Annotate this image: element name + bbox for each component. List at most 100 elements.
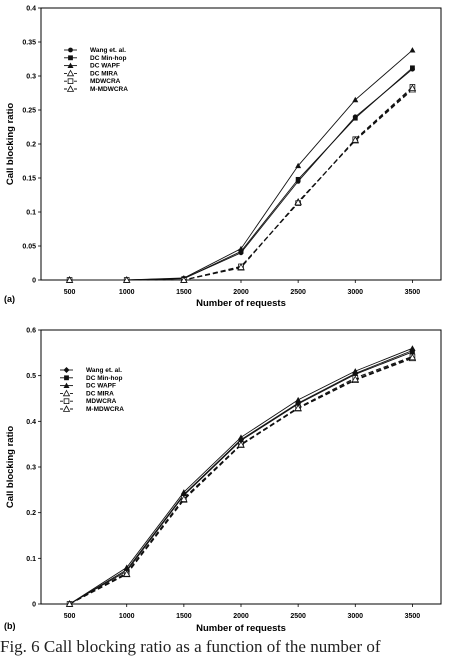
x-tick-label: 500 — [64, 613, 76, 620]
data-point — [295, 401, 301, 407]
y-axis-label: Call blocking ratio — [5, 103, 16, 186]
legend-label: DC WAPF — [86, 383, 116, 390]
y-tick-label: 0.3 — [26, 465, 36, 472]
y-tick-label: 0.15 — [22, 176, 36, 183]
panel-label: (a) — [4, 294, 15, 304]
y-axis-label: Call blocking ratio — [5, 426, 16, 509]
panel-label: (b) — [4, 621, 16, 631]
data-point — [409, 345, 416, 351]
data-point — [123, 570, 131, 577]
data-point — [238, 245, 244, 252]
data-point — [294, 198, 302, 206]
data-point — [408, 353, 417, 361]
x-tick-label: 3500 — [405, 289, 421, 296]
y-tick-label: 0.4 — [26, 6, 36, 13]
legend-marker — [67, 62, 74, 68]
x-tick-label: 500 — [64, 289, 76, 296]
data-point — [180, 276, 188, 283]
data-point — [294, 404, 302, 411]
data-point — [237, 440, 245, 448]
series-line — [69, 351, 413, 605]
legend-label: DC Min-hop — [90, 55, 126, 62]
x-tick-label: 1500 — [176, 289, 192, 296]
x-tick-label: 1000 — [119, 613, 135, 620]
legend-label: MDWCRA — [86, 398, 117, 405]
legend-marker — [63, 367, 70, 373]
y-tick-label: 0.6 — [26, 328, 36, 335]
y-tick-label: 0.3 — [26, 74, 36, 81]
x-tick-label: 2000 — [233, 289, 249, 296]
series-line — [69, 347, 413, 605]
x-tick-label: 3000 — [347, 289, 363, 296]
data-point — [352, 115, 358, 121]
legend-marker — [63, 382, 70, 388]
x-axis-label: Number of requests — [196, 623, 286, 634]
legend-marker — [62, 405, 71, 412]
data-point — [238, 434, 244, 440]
x-tick-label: 3000 — [347, 613, 363, 620]
data-point — [238, 249, 244, 254]
chart-panel-b: 0 0.1 0.2 0.3 0.4 0.5 0.6 500 1000 1500 2000 2500 30… — [4, 328, 442, 634]
legend-marker — [62, 389, 71, 397]
data-point — [295, 162, 302, 169]
legend-marker — [68, 47, 73, 53]
x-tick-label: 2500 — [290, 289, 306, 296]
data-point — [295, 176, 301, 182]
legend-label: DC MIRA — [90, 70, 118, 77]
x-tick-label: 1000 — [119, 289, 135, 296]
legend-marker — [63, 398, 70, 404]
chart-panel-a: 0 0.05 0.1 0.15 0.2 0.25 0.3 0.35 0.4 500 1000 1500… — [4, 6, 442, 309]
y-tick-label: 0 — [32, 278, 36, 285]
data-point — [351, 375, 359, 383]
y-tick-label: 0.2 — [26, 142, 36, 149]
data-point — [409, 47, 416, 53]
data-point — [65, 276, 74, 283]
data-point — [410, 349, 415, 355]
y-tick-label: 0.25 — [22, 108, 36, 115]
x-tick-label: 3500 — [405, 613, 421, 620]
legend-label: M-MDWCRA — [86, 406, 124, 413]
y-tick-label: 0.4 — [26, 419, 36, 426]
series-wang-et-al- — [66, 347, 416, 607]
series-line — [69, 350, 413, 605]
legend-marker — [66, 69, 75, 77]
series-line — [69, 356, 413, 605]
y-tick-label: 0.1 — [26, 210, 36, 217]
x-tick-label: 2000 — [233, 613, 249, 620]
legend-label: DC MIRA — [86, 390, 114, 397]
x-tick-label: 1500 — [176, 613, 192, 620]
legend-label: Wang et. al. — [90, 47, 126, 54]
x-axis-label: Number of requests — [196, 298, 286, 309]
series-mdwcra — [66, 353, 416, 607]
y-tick-label: 0.1 — [26, 556, 36, 563]
data-point — [351, 136, 359, 143]
data-point — [295, 396, 302, 403]
legend-marker — [68, 55, 73, 61]
legend-marker — [66, 85, 75, 92]
legend-label: Wang et. al. — [86, 367, 122, 374]
data-point — [180, 495, 188, 502]
series-dc-wapf — [66, 345, 416, 607]
y-tick-label: 0.35 — [22, 40, 36, 47]
legend-label: DC WAPF — [90, 63, 120, 70]
y-tick-label: 0.5 — [26, 373, 36, 380]
data-point — [180, 489, 187, 495]
data-point — [410, 65, 415, 71]
data-point — [352, 368, 359, 374]
legend-marker — [64, 375, 69, 381]
series-line — [69, 49, 413, 281]
y-tick-label: 0.2 — [26, 510, 36, 517]
y-tick-label: 0.05 — [22, 244, 36, 251]
legend-label: MDWCRA — [90, 78, 121, 85]
data-point — [237, 263, 245, 270]
data-point — [352, 371, 358, 377]
data-point — [408, 84, 417, 92]
legend-label: M-MDWCRA — [90, 86, 128, 93]
series-line — [69, 357, 413, 605]
series-line — [69, 355, 413, 605]
series-m-mdwcra — [65, 84, 417, 283]
series-dc-mira — [65, 354, 417, 607]
